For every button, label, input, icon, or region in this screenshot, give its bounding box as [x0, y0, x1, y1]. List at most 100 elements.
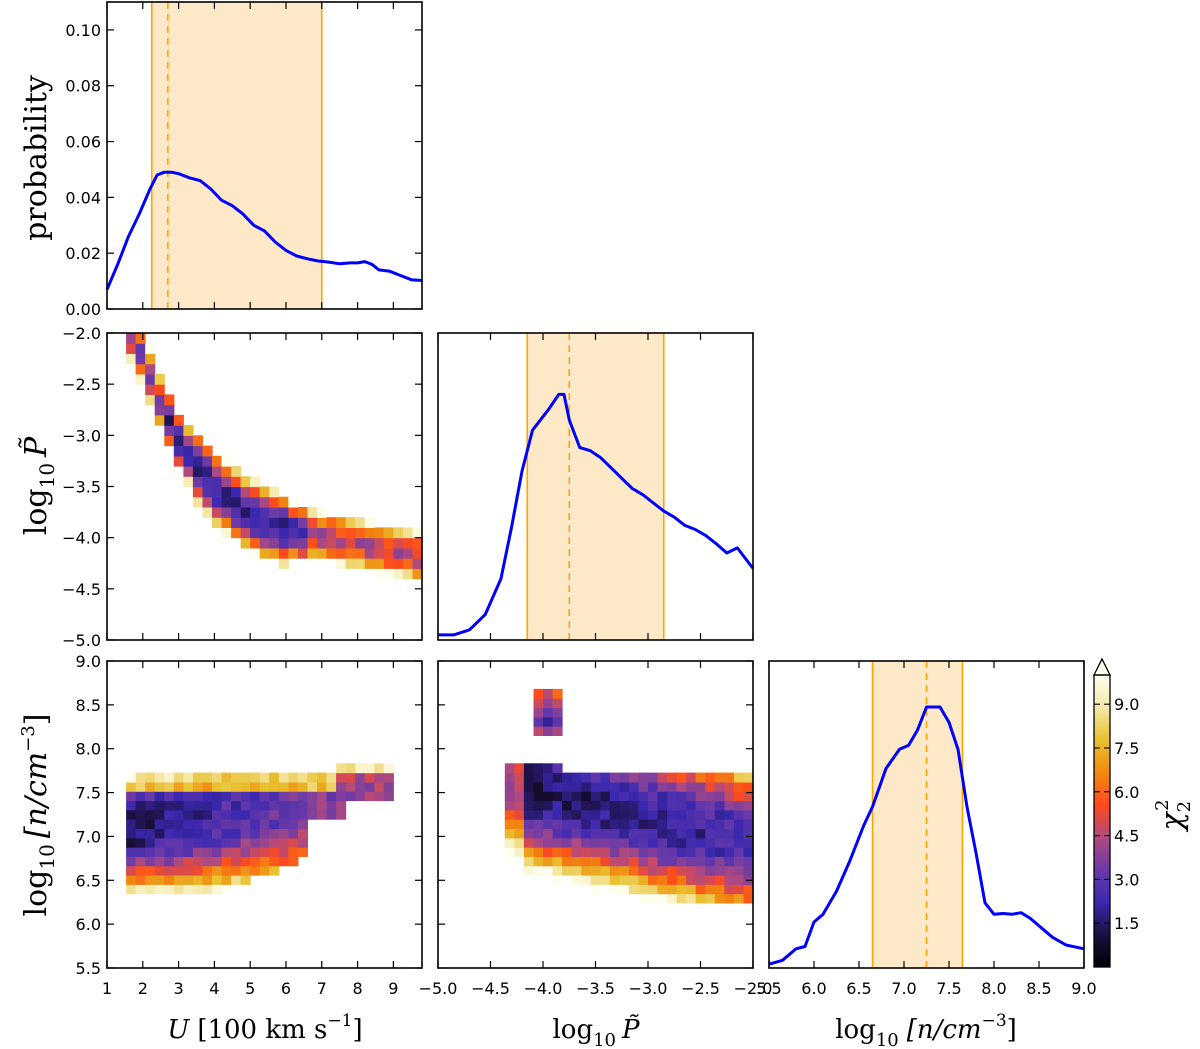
heatmap-cell	[600, 781, 611, 792]
heatmap-cell	[638, 884, 649, 895]
heatmap-cell	[619, 781, 630, 792]
x-tick-label: 6	[281, 979, 291, 998]
heatmap-cell	[590, 781, 601, 792]
heatmap-cell	[221, 507, 232, 518]
heatmap-cell	[581, 837, 592, 848]
heatmap-cell	[278, 547, 289, 559]
heatmap-cell	[733, 819, 744, 830]
heatmap-cell	[590, 772, 601, 783]
heatmap-cell	[523, 809, 534, 820]
heatmap-cell	[269, 547, 280, 559]
heatmap-cell	[695, 781, 706, 792]
heatmap-cell	[250, 828, 261, 839]
heatmap-cell	[259, 496, 270, 508]
heatmap-cell	[724, 819, 735, 830]
heatmap-cell	[250, 527, 261, 539]
heatmap-cell	[676, 800, 687, 811]
heatmap-cell	[221, 517, 232, 528]
heatmap-cell	[212, 828, 223, 839]
heatmap-cell	[402, 558, 413, 569]
heatmap-cell	[231, 496, 242, 508]
heatmap-cell	[705, 819, 716, 830]
heatmap-cell	[552, 819, 563, 830]
heatmap-cell	[600, 856, 611, 867]
heatmap-cell	[733, 865, 744, 876]
heatmap-cell	[183, 466, 194, 477]
heatmap-cell	[714, 828, 725, 839]
heatmap-cell	[714, 781, 725, 792]
heatmap-cell	[619, 865, 630, 876]
heatmap-cell	[307, 537, 318, 549]
heatmap-cell	[212, 884, 223, 895]
heatmap-cell	[288, 496, 299, 508]
heatmap-cell	[609, 837, 620, 848]
heatmap-cell	[250, 517, 261, 528]
x-tick-label: 7.5	[936, 979, 961, 998]
heatmap-cell	[562, 847, 573, 857]
heatmap-cell	[202, 809, 213, 820]
heatmap-cell	[571, 856, 582, 867]
heatmap-cell	[743, 791, 754, 802]
heatmap-cell	[164, 404, 175, 416]
heatmap-cell	[173, 800, 184, 811]
interval-fill	[527, 333, 664, 640]
heatmap-cell	[533, 809, 544, 820]
heatmap-cell	[533, 847, 544, 857]
heatmap-cell	[533, 828, 544, 839]
heatmap-cell	[695, 828, 706, 839]
heatmap-cell	[145, 781, 156, 792]
heatmap-cell	[552, 800, 563, 811]
heatmap-cell	[628, 791, 639, 802]
heatmap-cell	[504, 772, 515, 783]
heatmap-cell	[705, 884, 716, 895]
heatmap-cell	[383, 527, 394, 539]
heatmap-cell	[250, 507, 261, 518]
heatmap-cell	[221, 466, 232, 477]
heatmap-cell	[240, 819, 251, 830]
heatmap-cell	[355, 517, 366, 528]
heatmap-cell	[154, 865, 165, 876]
heatmap-cell	[600, 809, 611, 820]
heatmap-cell	[259, 856, 270, 867]
heatmap-cell	[705, 772, 716, 783]
heatmap-cell	[259, 781, 270, 792]
heatmap-cell	[164, 828, 175, 839]
heatmap-cell	[638, 837, 649, 848]
heatmap-cell	[686, 847, 697, 857]
heatmap-cell	[743, 865, 754, 876]
heatmap-cell	[667, 791, 678, 802]
heatmap-cell	[686, 865, 697, 876]
heatmap-cell	[183, 425, 194, 436]
y-axis-label: log10 [n/cm−3]	[18, 714, 59, 917]
heatmap-cell	[192, 875, 203, 885]
heatmap-cell	[533, 856, 544, 867]
y-tick-label: −3.5	[62, 478, 101, 497]
y-tick-label: 7.0	[76, 827, 101, 846]
heatmap-cell	[676, 865, 687, 876]
heatmap-cell	[667, 800, 678, 811]
x-axis-label: log10 [n/cm−3]	[835, 1011, 1017, 1049]
heatmap-cell	[533, 791, 544, 802]
heatmap-cell	[552, 856, 563, 867]
heatmap-cell	[135, 828, 146, 839]
heatmap-cell	[581, 772, 592, 783]
heatmap-cell	[297, 837, 308, 848]
label-log: log	[19, 870, 54, 917]
heatmap-cell	[657, 875, 668, 885]
heatmap-cell	[269, 527, 280, 539]
heatmap-cell	[250, 819, 261, 830]
heatmap-cell	[135, 884, 146, 895]
heatmap-cell	[212, 856, 223, 867]
heatmap-cell	[393, 537, 404, 549]
heatmap-cell	[543, 763, 554, 774]
posterior-line	[438, 392, 755, 637]
heatmap-cell	[364, 781, 375, 792]
x-tick-label: 8.5	[1026, 979, 1051, 998]
heatmap-cell	[714, 791, 725, 802]
heatmap-cell	[364, 772, 375, 783]
heatmap-cell	[600, 847, 611, 857]
heatmap-cell	[145, 384, 156, 395]
heatmap-cell	[288, 847, 299, 857]
heatmap-cell	[543, 800, 554, 811]
heatmap-cell	[504, 781, 515, 792]
